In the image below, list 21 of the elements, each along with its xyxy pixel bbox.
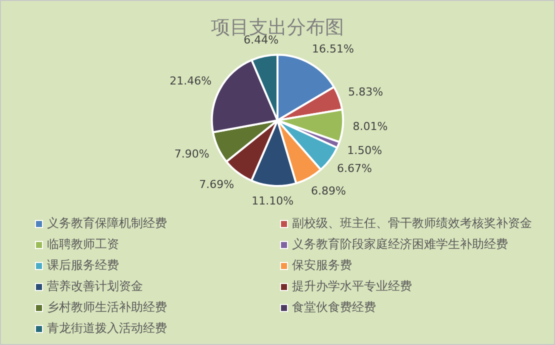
data-label: 16.51% bbox=[312, 42, 354, 56]
legend-label: 义务教育保障机制经费 bbox=[47, 215, 167, 232]
legend-label: 提升办学水平专业经费 bbox=[292, 278, 412, 295]
data-label: 5.83% bbox=[348, 85, 384, 98]
legend-label: 副校级、班主任、骨干教师绩效考核奖补资金 bbox=[292, 215, 532, 232]
data-label: 1.50% bbox=[347, 144, 382, 157]
legend-label: 乡村教师生活补助经费 bbox=[47, 299, 167, 316]
data-label: 21.46% bbox=[170, 74, 212, 88]
legend-label: 青龙街道拨入活动经费 bbox=[47, 320, 167, 337]
data-label: 7.90% bbox=[174, 147, 210, 160]
legend-label: 课后服务经费 bbox=[47, 257, 119, 274]
data-label: 7.69% bbox=[199, 178, 234, 192]
legend-label: 营养改善计划资金 bbox=[47, 278, 143, 295]
data-label: 11.10% bbox=[252, 194, 294, 208]
legend-label: 食堂伙食费经费 bbox=[292, 299, 376, 316]
data-label: 6.67% bbox=[336, 162, 372, 175]
legend-label: 临聘教师工资 bbox=[47, 236, 119, 253]
data-label: 6.89% bbox=[310, 184, 346, 198]
legend-label: 保安服务费 bbox=[292, 257, 352, 274]
legend-label: 义务教育阶段家庭经济困难学生补助经费 bbox=[292, 236, 508, 253]
data-label: 8.01% bbox=[352, 120, 388, 134]
